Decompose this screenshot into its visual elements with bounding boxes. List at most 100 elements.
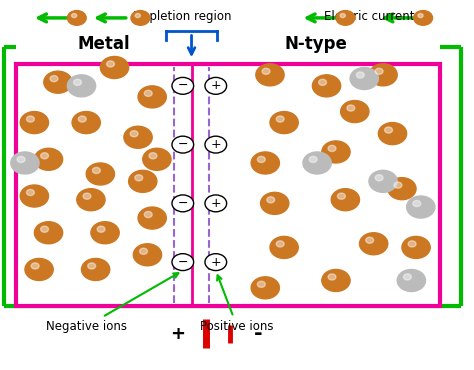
Circle shape bbox=[35, 222, 63, 244]
Circle shape bbox=[149, 153, 157, 159]
Circle shape bbox=[35, 148, 63, 170]
Circle shape bbox=[67, 75, 96, 97]
Circle shape bbox=[11, 152, 39, 174]
Circle shape bbox=[347, 105, 355, 111]
Circle shape bbox=[67, 11, 86, 25]
Circle shape bbox=[418, 14, 423, 18]
Circle shape bbox=[27, 116, 35, 122]
Circle shape bbox=[359, 233, 388, 255]
Text: −: − bbox=[178, 256, 188, 269]
Circle shape bbox=[276, 116, 284, 122]
Circle shape bbox=[356, 72, 364, 78]
Circle shape bbox=[408, 241, 416, 247]
Circle shape bbox=[130, 131, 138, 137]
Circle shape bbox=[312, 75, 341, 97]
Circle shape bbox=[83, 193, 91, 199]
Circle shape bbox=[72, 112, 100, 134]
Circle shape bbox=[41, 226, 48, 232]
Circle shape bbox=[144, 211, 152, 218]
Circle shape bbox=[257, 157, 265, 162]
Circle shape bbox=[340, 14, 346, 18]
Text: −: − bbox=[178, 197, 188, 210]
Circle shape bbox=[41, 153, 48, 159]
Text: Electric current: Electric current bbox=[324, 10, 414, 23]
Text: +: + bbox=[210, 197, 221, 210]
Circle shape bbox=[31, 263, 39, 269]
Text: +: + bbox=[210, 256, 221, 269]
Circle shape bbox=[375, 175, 383, 181]
Circle shape bbox=[375, 68, 383, 74]
Circle shape bbox=[322, 269, 350, 292]
Text: +: + bbox=[171, 325, 186, 343]
Circle shape bbox=[319, 79, 327, 85]
Circle shape bbox=[92, 167, 100, 174]
Circle shape bbox=[50, 75, 58, 82]
Circle shape bbox=[251, 277, 279, 299]
Circle shape bbox=[100, 57, 128, 78]
Circle shape bbox=[270, 236, 298, 258]
Circle shape bbox=[261, 192, 289, 214]
Circle shape bbox=[86, 163, 115, 185]
Circle shape bbox=[133, 244, 162, 266]
Circle shape bbox=[88, 263, 96, 269]
Circle shape bbox=[44, 71, 72, 93]
Circle shape bbox=[78, 116, 86, 122]
Circle shape bbox=[124, 126, 152, 148]
Circle shape bbox=[388, 178, 416, 200]
Circle shape bbox=[257, 281, 265, 287]
Circle shape bbox=[73, 79, 82, 85]
Text: −: − bbox=[178, 79, 188, 92]
Circle shape bbox=[270, 112, 298, 134]
Circle shape bbox=[378, 122, 407, 145]
Circle shape bbox=[144, 90, 152, 97]
Circle shape bbox=[366, 237, 374, 243]
Circle shape bbox=[172, 195, 194, 212]
Circle shape bbox=[172, 254, 194, 270]
Circle shape bbox=[251, 152, 279, 174]
Circle shape bbox=[139, 248, 147, 254]
Circle shape bbox=[384, 127, 392, 133]
Circle shape bbox=[322, 141, 350, 163]
Circle shape bbox=[328, 274, 336, 280]
Circle shape bbox=[143, 148, 171, 170]
Circle shape bbox=[172, 77, 194, 94]
Circle shape bbox=[72, 14, 77, 18]
Circle shape bbox=[262, 68, 270, 74]
Circle shape bbox=[328, 145, 336, 151]
Circle shape bbox=[331, 189, 359, 211]
Text: Metal: Metal bbox=[77, 35, 130, 53]
Circle shape bbox=[414, 11, 433, 25]
Circle shape bbox=[397, 269, 426, 292]
Circle shape bbox=[402, 236, 430, 258]
Text: N-type: N-type bbox=[284, 35, 347, 53]
Circle shape bbox=[138, 207, 166, 229]
Circle shape bbox=[138, 86, 166, 108]
Circle shape bbox=[267, 197, 275, 203]
Text: +: + bbox=[210, 79, 221, 92]
Circle shape bbox=[97, 226, 105, 232]
Circle shape bbox=[135, 14, 140, 18]
Circle shape bbox=[413, 201, 421, 206]
Circle shape bbox=[336, 11, 355, 25]
Circle shape bbox=[276, 241, 284, 247]
Circle shape bbox=[205, 77, 227, 94]
Circle shape bbox=[91, 222, 119, 244]
Circle shape bbox=[128, 170, 157, 192]
Circle shape bbox=[205, 136, 227, 153]
Circle shape bbox=[407, 196, 435, 218]
Circle shape bbox=[82, 258, 110, 280]
Text: +: + bbox=[210, 138, 221, 151]
Circle shape bbox=[205, 195, 227, 212]
Circle shape bbox=[341, 101, 369, 122]
Circle shape bbox=[25, 258, 53, 280]
Circle shape bbox=[369, 170, 397, 192]
Circle shape bbox=[205, 254, 227, 270]
Circle shape bbox=[394, 182, 402, 188]
Circle shape bbox=[172, 136, 194, 153]
Circle shape bbox=[17, 157, 25, 162]
Circle shape bbox=[309, 157, 317, 162]
Circle shape bbox=[337, 193, 346, 199]
Text: Depletion region: Depletion region bbox=[133, 10, 231, 23]
Text: Positive ions: Positive ions bbox=[200, 275, 274, 333]
Circle shape bbox=[27, 189, 35, 196]
